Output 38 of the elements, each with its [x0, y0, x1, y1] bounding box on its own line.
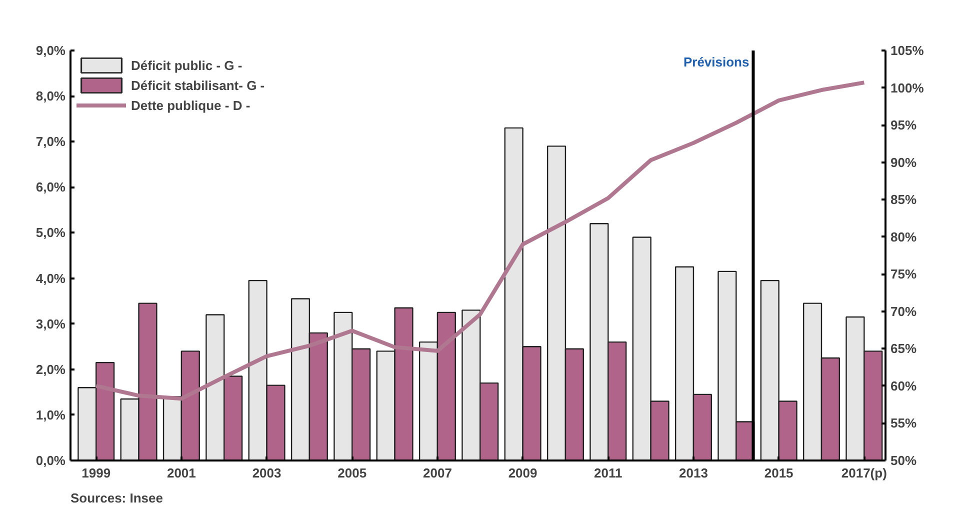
y-tick-label: 0,0%	[36, 453, 66, 468]
y-tick-label: 7,0%	[36, 134, 66, 150]
legend-label: Déficit public - G -	[131, 58, 242, 72]
y-tick-label: 6,0%	[36, 180, 66, 195]
legend-label: Dette publique - D -	[131, 98, 250, 112]
x-tick-label: 2013	[679, 466, 708, 480]
x-tick-label: 2017(p)	[841, 466, 887, 480]
line-series	[94, 80, 866, 401]
ref-line-label: Prévisions	[683, 54, 750, 70]
y2-tick-label: 50%	[890, 453, 917, 468]
y-tick-label: 3,0%	[36, 316, 66, 332]
x-tick-label: 2003	[252, 466, 282, 480]
x-tick-label: 2007	[423, 466, 452, 480]
y-tick-label: 5,0%	[36, 225, 66, 240]
y2-tick-label: 80%	[890, 229, 917, 244]
y2-tick-label: 75%	[890, 266, 917, 282]
y2-tick-label: 105%	[890, 43, 924, 58]
y2-tick-label: 65%	[890, 341, 917, 356]
y2-tick-label: 85%	[890, 192, 917, 208]
y-tick-label: 4,0%	[36, 270, 66, 286]
x-tick-label: 2005	[338, 466, 367, 480]
y2-tick-label: 100%	[890, 80, 924, 96]
y-tick-label: 9,0%	[36, 43, 66, 58]
legend-label: Déficit stabilisant- G -	[131, 78, 265, 92]
y2-tick-label: 90%	[890, 154, 917, 170]
x-tick-label: 1999	[82, 466, 111, 480]
x-tick-label: 2015	[764, 466, 794, 480]
y2-tick-label: 55%	[890, 416, 917, 431]
y2-tick-label: 95%	[890, 118, 917, 133]
x-tick-label: 2001	[166, 466, 196, 480]
x-tick-label: 2011	[594, 466, 622, 480]
y2-tick-label: 70%	[890, 304, 917, 319]
y2-tick-label: 60%	[890, 378, 917, 394]
source-note: Sources: Insee	[70, 490, 163, 506]
x-tick-label: 2009	[508, 466, 538, 480]
y-tick-label: 1,0%	[36, 407, 66, 422]
y-tick-label: 2,0%	[36, 362, 66, 377]
y-tick-label: 8,0%	[36, 88, 66, 104]
